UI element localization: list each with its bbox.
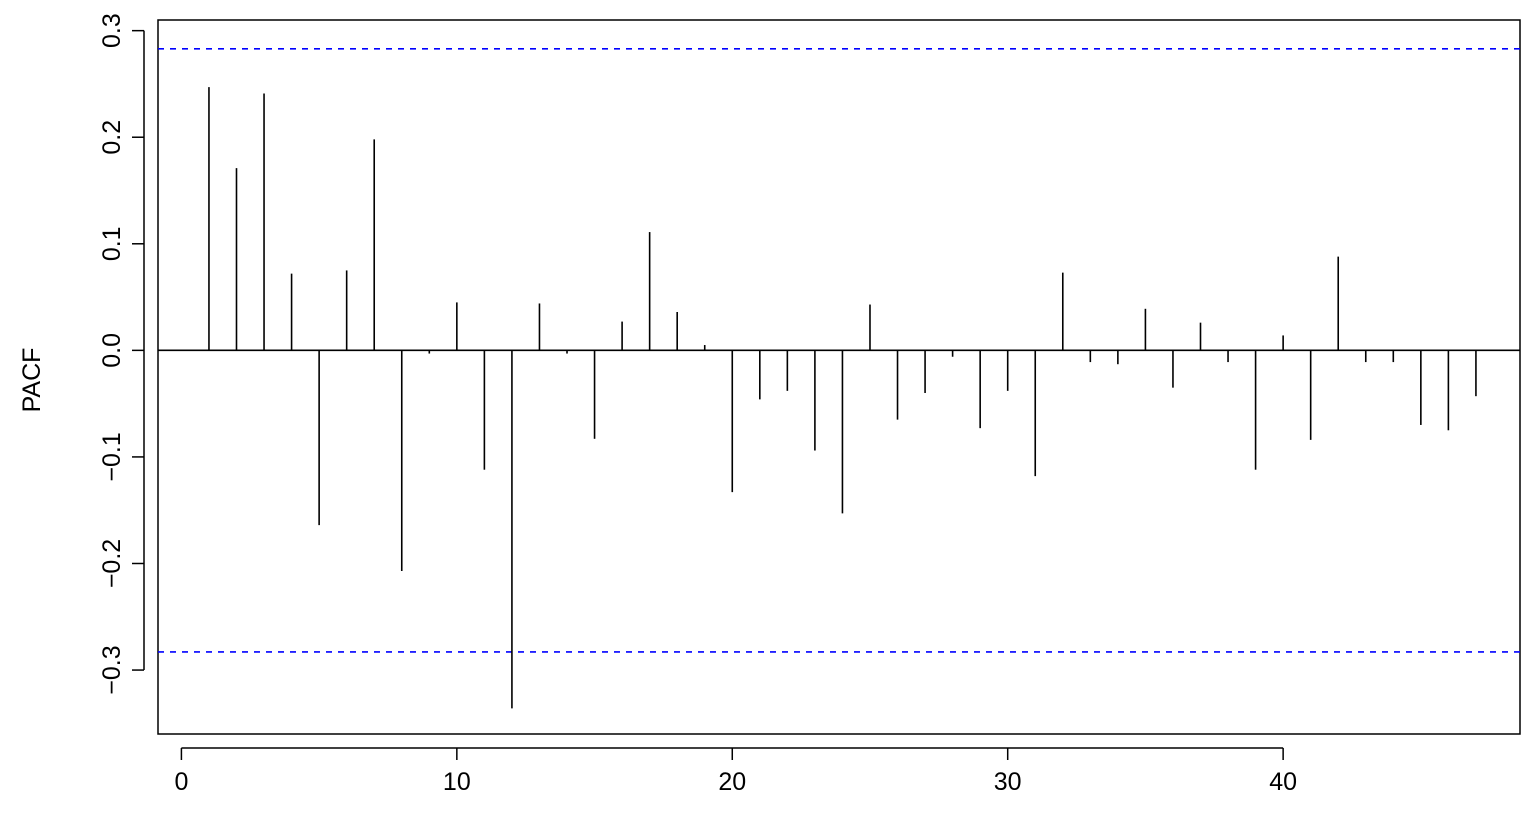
y-tick-label: 0.2 — [98, 120, 126, 155]
x-tick-label: 0 — [174, 768, 188, 796]
y-tick-label: 0.1 — [98, 226, 126, 261]
x-axis: 0 10 20 30 40 — [174, 747, 1297, 796]
y-tick-label: 0.3 — [98, 13, 126, 48]
y-tick-label: −0.1 — [98, 432, 126, 481]
y-axis: −0.3 −0.2 −0.1 0.0 0.1 0.2 0.3 — [98, 13, 145, 695]
x-tick-label: 30 — [994, 768, 1022, 796]
x-tick-label: 40 — [1269, 768, 1297, 796]
plot-frame-group — [157, 19, 1521, 735]
x-tick-label: 10 — [443, 768, 471, 796]
x-tick-label: 20 — [718, 768, 746, 796]
y-axis-label: PACF — [18, 348, 46, 413]
y-tick-label: −0.3 — [98, 645, 126, 694]
y-tick-label: −0.2 — [98, 539, 126, 588]
pacf-bars — [208, 87, 1477, 709]
plot-frame — [157, 19, 1521, 735]
y-tick-label: 0.0 — [98, 333, 126, 368]
